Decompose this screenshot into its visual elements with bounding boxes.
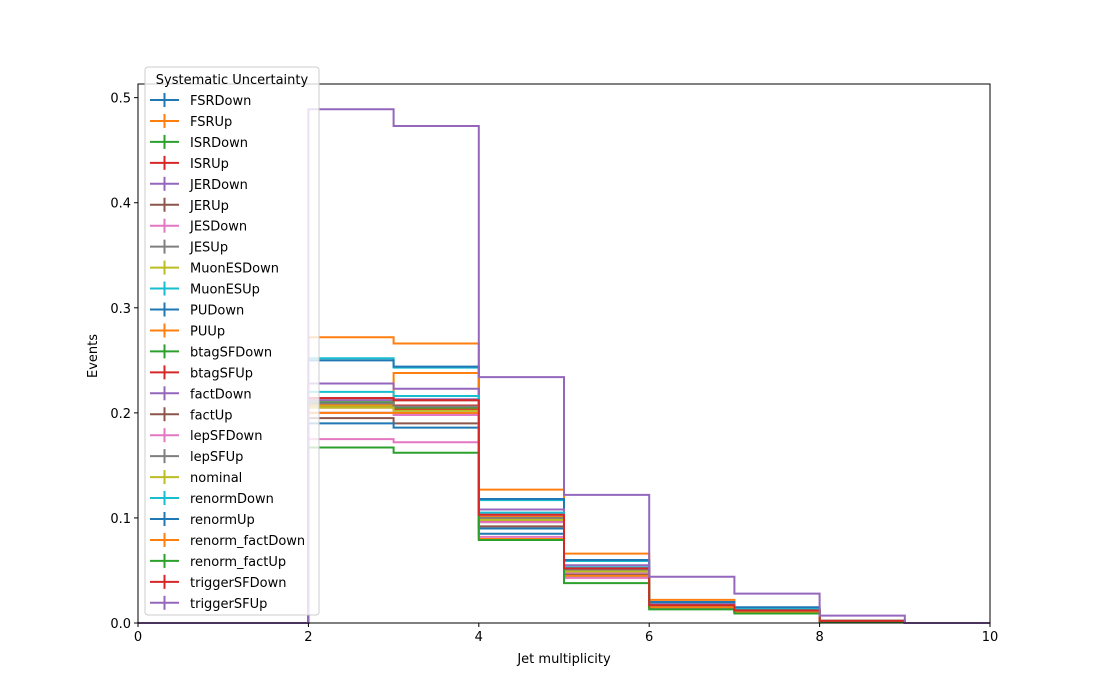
- legend-item-JERDown: JERDown: [150, 176, 248, 193]
- legend-label: renormDown: [190, 492, 274, 507]
- legend-item-nominal: nominal: [150, 470, 242, 486]
- legend-label: triggerSFUp: [190, 597, 267, 612]
- y-tick-label: 0.1: [110, 512, 131, 527]
- legend-item-PUDown: PUDown: [150, 302, 244, 319]
- legend-item-factDown: factDown: [150, 386, 252, 402]
- legend-item-JERUp: JERUp: [150, 197, 229, 214]
- x-tick-label: 8: [815, 630, 823, 645]
- legend-label: factUp: [190, 408, 233, 423]
- legend-item-triggerSFUp: triggerSFUp: [150, 595, 267, 612]
- legend-item-lepSFDown: lepSFDown: [150, 428, 262, 444]
- legend-item-FSRDown: FSRDown: [150, 93, 251, 109]
- legend-item-ISRUp: ISRUp: [150, 155, 229, 172]
- legend-title: Systematic Uncertainty: [156, 73, 309, 88]
- legend-item-lepSFUp: lepSFUp: [150, 449, 243, 465]
- legend-label: btagSFUp: [190, 366, 253, 381]
- x-tick-label: 0: [134, 630, 142, 645]
- legend-label: JERUp: [189, 199, 229, 214]
- x-axis: 0 2 4 6 8 10: [134, 623, 998, 645]
- legend-label: nominal: [190, 471, 242, 486]
- legend-label: JERDown: [189, 178, 248, 193]
- x-tick-label: 10: [982, 630, 999, 645]
- legend-label: ISRUp: [190, 157, 229, 172]
- legend-item-FSRUp: FSRUp: [150, 113, 232, 130]
- x-tick-label: 6: [645, 630, 653, 645]
- legend-label: triggerSFDown: [190, 576, 286, 591]
- legend-label: btagSFDown: [190, 345, 272, 360]
- x-tick-label: 4: [475, 630, 483, 645]
- legend-label: MuonESDown: [190, 262, 279, 277]
- legend-label: PUDown: [190, 304, 244, 319]
- legend-items: FSRDown FSRUp ISRDown ISRUp JERDown JERUp JESD…: [150, 93, 305, 612]
- legend-label: FSRDown: [190, 94, 251, 109]
- y-tick-label: 0.5: [110, 92, 131, 107]
- legend-item-MuonESUp: MuonESUp: [150, 281, 260, 298]
- y-tick-label: 0.0: [110, 617, 131, 632]
- legend-item-btagSFUp: btagSFUp: [150, 365, 253, 381]
- legend-item-factUp: factUp: [150, 407, 233, 423]
- legend-label: JESDown: [189, 220, 247, 235]
- legend-label: MuonESUp: [190, 283, 260, 298]
- legend-item-MuonESDown: MuonESDown: [150, 260, 279, 277]
- legend-label: FSRUp: [190, 115, 232, 130]
- y-axis: 0.0 0.1 0.2 0.3 0.4 0.5: [110, 92, 138, 632]
- legend-item-renorm_factUp: renorm_factUp: [150, 553, 286, 570]
- legend-label: renormUp: [190, 513, 255, 528]
- y-axis-label: Events: [86, 334, 101, 378]
- legend-label: lepSFDown: [190, 429, 262, 444]
- legend-item-renorm_factDown: renorm_factDown: [150, 532, 305, 549]
- legend-item-JESDown: JESDown: [150, 218, 247, 235]
- legend-item-ISRDown: ISRDown: [150, 134, 248, 151]
- legend-label: ISRDown: [190, 136, 248, 151]
- legend-item-triggerSFDown: triggerSFDown: [150, 574, 286, 591]
- legend-label: lepSFUp: [190, 450, 243, 465]
- legend-label: renorm_factDown: [190, 534, 305, 549]
- y-tick-label: 0.4: [110, 197, 131, 212]
- y-tick-label: 0.3: [110, 302, 131, 317]
- legend-item-btagSFDown: btagSFDown: [150, 344, 272, 360]
- legend-box: [144, 66, 320, 616]
- legend-label: factDown: [190, 387, 252, 402]
- legend-item-JESUp: JESUp: [150, 239, 228, 256]
- plot-frame: [137, 83, 991, 624]
- legend: Systematic Uncertainty FSRDown FSRUp ISRDo…: [144, 66, 320, 616]
- legend-item-renormDown: renormDown: [150, 491, 274, 507]
- x-tick-label: 2: [304, 630, 312, 645]
- y-tick-label: 0.2: [110, 407, 131, 422]
- legend-label: PUUp: [190, 324, 225, 339]
- legend-label: renorm_factUp: [190, 555, 286, 570]
- legend-item-PUUp: PUUp: [150, 323, 225, 339]
- legend-item-renormUp: renormUp: [150, 512, 255, 528]
- x-axis-label: Jet multiplicity: [516, 652, 611, 667]
- legend-label: JESUp: [189, 241, 228, 256]
